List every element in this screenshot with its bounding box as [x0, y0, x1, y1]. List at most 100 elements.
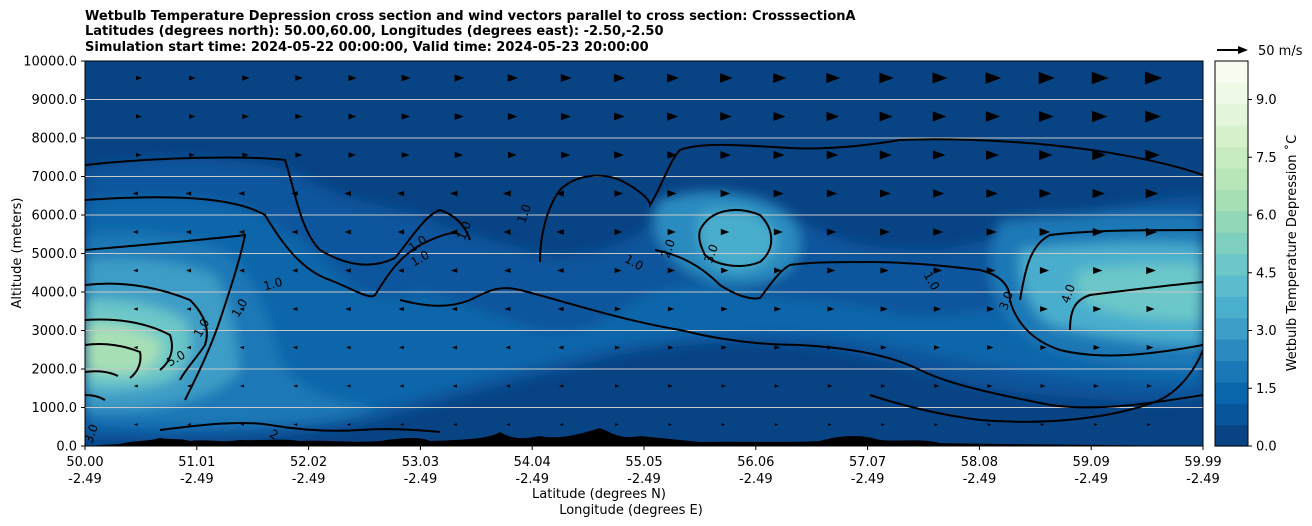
colorbar-swatch	[1215, 125, 1248, 148]
y-tick-label: 0.0	[56, 440, 77, 455]
wind-arrow	[136, 152, 142, 158]
wind-arrow	[879, 111, 893, 122]
x-tick-label-lon: -2.49	[1074, 472, 1108, 487]
wind-arrow	[348, 113, 357, 120]
x-tick-label-lon: -2.49	[515, 472, 549, 487]
colorbar-tick-label: 9.0	[1256, 93, 1277, 108]
x-tick-label-lon: -2.49	[851, 472, 885, 487]
wind-arrow	[774, 384, 780, 388]
wind-arrow	[986, 150, 999, 160]
colorbar-swatch	[1215, 317, 1248, 340]
wind-arrow	[560, 73, 572, 83]
wind-arrow	[133, 268, 138, 273]
x-tick-label-lat: 57.07	[849, 455, 886, 470]
wind-arrow	[933, 228, 944, 236]
wind-arrow	[879, 150, 892, 160]
x-tick-label-lat: 56.06	[737, 455, 774, 470]
wind-arrow	[1093, 266, 1103, 275]
wind-arrow	[295, 75, 304, 81]
wind-vectors	[132, 71, 1163, 426]
wind-arrow	[1145, 110, 1162, 123]
wind-arrow	[346, 423, 351, 426]
wind-arrow	[1092, 149, 1107, 161]
wind-arrow	[720, 267, 729, 274]
wind-arrow	[1092, 227, 1104, 237]
wind-arrow	[132, 191, 138, 196]
wind-arrow	[348, 152, 356, 158]
wind-arrow	[933, 189, 945, 198]
plot-area: 1.01.01.01.01.01.01.02.0 3.01.03.0 4.05.03…	[85, 61, 1203, 446]
wind-arrow	[344, 190, 351, 197]
wind-arrow	[185, 230, 192, 234]
wind-arrow	[932, 72, 948, 84]
wind-arrow	[828, 423, 832, 426]
colorbar-swatch	[1215, 339, 1248, 362]
wind-arrow	[987, 384, 993, 388]
wind-arrow	[880, 306, 888, 312]
wind-arrow	[1145, 149, 1160, 161]
wind-arrow	[881, 423, 885, 426]
wind-arrow	[344, 229, 351, 235]
x-tick-label-lat: 52.02	[290, 455, 327, 470]
wind-arrow	[773, 189, 784, 198]
colorbar-swatch	[1215, 232, 1248, 255]
wind-arrow	[614, 112, 625, 121]
wind-arrow	[720, 73, 733, 83]
wind-arrow	[934, 423, 938, 426]
wind-arrow	[614, 267, 622, 274]
wind-arrow	[507, 112, 518, 121]
wind-arrow	[1146, 266, 1156, 275]
wind-arrow	[668, 384, 673, 388]
wind-arrow	[292, 307, 298, 311]
fill-band-2	[85, 195, 1203, 431]
wind-arrow	[292, 345, 298, 350]
wind-arrow	[773, 150, 785, 160]
wind-arrow	[826, 189, 838, 198]
wind-arrow	[826, 150, 839, 160]
wind-arrow	[401, 74, 411, 82]
wind-arrow	[1146, 345, 1154, 350]
wind-arrow	[238, 191, 245, 196]
wind-arrow	[558, 345, 564, 350]
wind-arrow	[773, 111, 786, 122]
wind-arrow	[933, 306, 942, 312]
wind-arrow	[614, 190, 624, 197]
wind-arrow	[502, 190, 511, 197]
x-tick-label-lat: 50.00	[66, 455, 103, 470]
colorbar-swatch	[1215, 210, 1248, 233]
wind-arrow	[1040, 345, 1047, 350]
wind-arrow	[452, 345, 458, 350]
colorbar-tick-label: 6.0	[1256, 209, 1277, 224]
contour-line-14	[399, 287, 1203, 409]
contour-line-15	[159, 421, 441, 433]
colorbar-swatch	[1215, 403, 1248, 426]
quiver-key: 50 m/s	[1217, 44, 1303, 59]
wind-arrow	[505, 345, 511, 350]
wind-arrow	[556, 267, 564, 274]
x-tick-label-lat: 54.04	[514, 455, 551, 470]
wind-arrow	[668, 345, 674, 350]
wind-arrow	[881, 384, 886, 388]
wind-arrow	[1093, 306, 1102, 312]
wind-arrow	[556, 229, 564, 235]
terrain	[85, 428, 1203, 446]
contour-line-1	[85, 156, 471, 266]
wind-arrow	[240, 423, 244, 426]
wind-arrow	[667, 73, 679, 83]
colorbar-tick-label: 0.0	[1256, 440, 1277, 455]
colorbar-swatch	[1215, 360, 1248, 383]
wind-arrow	[397, 190, 405, 197]
colorbar-swatch	[1215, 296, 1248, 319]
wind-arrow	[880, 228, 890, 236]
wind-arrow	[503, 268, 511, 273]
colorbar-swatch	[1215, 253, 1248, 276]
fill-band-8	[699, 210, 776, 270]
wind-arrow	[667, 190, 677, 197]
wind-arrow	[560, 112, 571, 121]
wind-arrow	[667, 112, 679, 121]
wind-arrow	[721, 384, 727, 388]
contour-line-6	[85, 342, 142, 379]
wind-arrow	[933, 345, 941, 350]
wind-arrow	[454, 74, 465, 82]
colorbar-tick-label: 4.5	[1256, 266, 1277, 281]
